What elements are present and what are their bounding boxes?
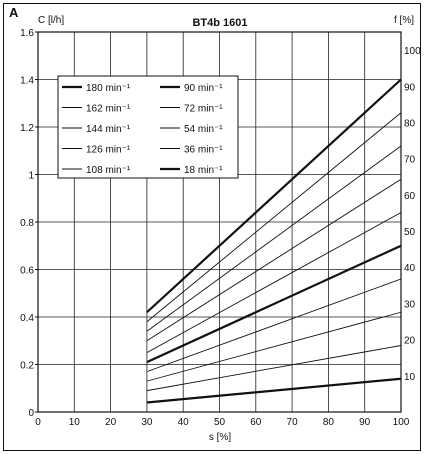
chart-frame: [3, 3, 421, 451]
y-tick-label: 1.4: [20, 76, 34, 87]
x-tick-label: 40: [178, 417, 190, 428]
x-tick-label: 70: [287, 417, 299, 428]
x-tick-label: 60: [250, 417, 262, 428]
x-tick-label: 20: [105, 417, 117, 428]
y2-tick-label: 90: [404, 82, 416, 93]
series-line: [146, 311, 402, 382]
series-lines: [146, 78, 402, 404]
chart-title: BT4b 1601: [192, 17, 247, 29]
series-line: [146, 78, 402, 314]
tick-labels: 0 10 20 30 40 50 60 70 80 90 100 0 0.2 0.4 0.6 0.8 1 1.2 1…: [20, 28, 421, 428]
y2-tick-label: 60: [404, 191, 416, 202]
y2-tick-label: 50: [404, 227, 416, 238]
x-tick-label: 10: [69, 417, 81, 428]
legend-label: 162 min⁻¹: [86, 104, 131, 115]
legend-label: 18 min⁻¹: [184, 165, 223, 176]
panel-label: A: [9, 5, 19, 20]
y-tick-label: 0: [28, 408, 34, 419]
series-line: [146, 212, 402, 354]
x-tick-label: 80: [323, 417, 335, 428]
y2-tick-label: 70: [404, 155, 416, 166]
y2-tick-label: 10: [404, 372, 416, 383]
legend: 180 min⁻¹ 162 min⁻¹ 144 min⁻¹ 126 min⁻¹ 108 …: [57, 75, 239, 179]
y-tick-label: 1: [28, 171, 34, 182]
y-tick-label: 0.8: [20, 218, 34, 229]
x-tick-label: 100: [393, 417, 410, 428]
y2-tick-label: 100: [404, 46, 421, 57]
y-tick-label: 0.6: [20, 266, 34, 277]
y2-axis-label: f [%]: [394, 15, 414, 26]
x-tick-label: 0: [35, 417, 41, 428]
x-axis-label: s [%]: [209, 432, 231, 443]
series-line: [146, 145, 402, 332]
series-line: [146, 278, 402, 373]
y-tick-label: 1.2: [20, 123, 34, 134]
legend-label: 180 min⁻¹: [86, 83, 131, 94]
y-tick-label: 0.2: [20, 361, 34, 372]
legend-box: [57, 75, 239, 179]
grid: [38, 32, 401, 412]
series-line: [146, 178, 402, 342]
y-tick-label: 0.4: [20, 313, 34, 324]
y2-tick-label: 20: [404, 336, 416, 347]
legend-label: 54 min⁻¹: [184, 124, 223, 135]
series-line: [146, 377, 402, 404]
x-tick-label: 90: [359, 417, 371, 428]
series-line: [146, 345, 402, 392]
y2-tick-label: 30: [404, 299, 416, 310]
x-tick-label: 30: [141, 417, 153, 428]
y-axis-label: C [l/h]: [38, 15, 64, 26]
legend-label: 108 min⁻¹: [86, 165, 131, 176]
y2-tick-label: 80: [404, 118, 416, 129]
legend-label: 90 min⁻¹: [184, 83, 223, 94]
legend-label: 144 min⁻¹: [86, 124, 131, 135]
series-line: [146, 244, 402, 364]
y-tick-label: 1.6: [20, 28, 34, 39]
x-tick-label: 50: [214, 417, 226, 428]
series-line: [146, 112, 402, 323]
y2-tick-label: 40: [404, 263, 416, 274]
legend-label: 72 min⁻¹: [184, 104, 223, 115]
legend-label: 36 min⁻¹: [184, 145, 223, 156]
legend-label: 126 min⁻¹: [86, 145, 131, 156]
